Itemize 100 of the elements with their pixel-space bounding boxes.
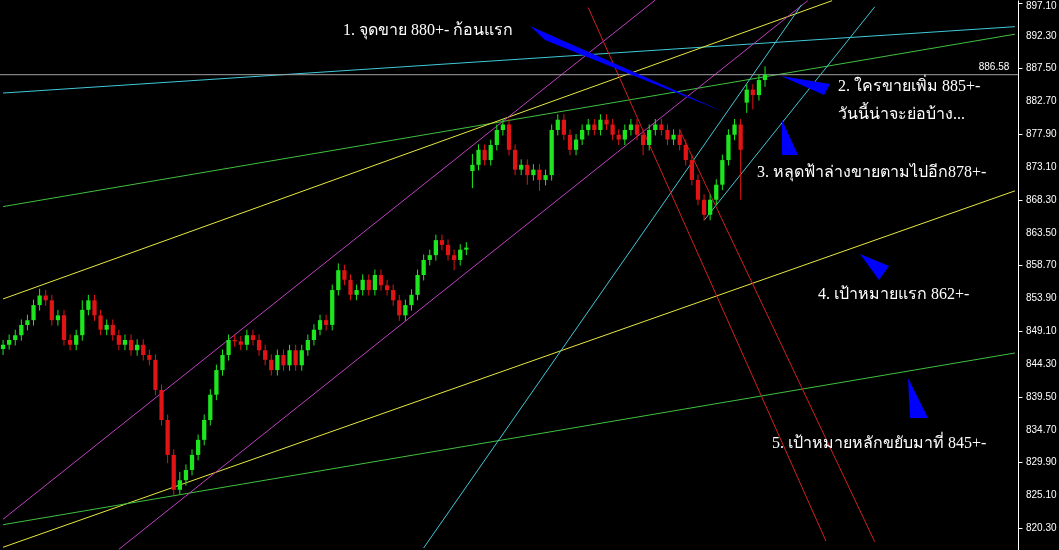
candlestick [384,279,390,297]
ref-line-label: 886.58 [978,60,1010,72]
candlestick [439,234,445,251]
candlestick [226,334,231,362]
y-tick-label: 882.70 [1026,95,1058,107]
candlestick [647,124,652,151]
candlestick [7,334,12,351]
candlestick [409,288,414,312]
candlestick [256,334,262,357]
candlestick [74,329,79,351]
candlestick [183,463,189,487]
candlestick [372,269,378,297]
y-tick-label: 863.50 [1026,226,1058,238]
candlestick [202,414,207,446]
candlestick [98,309,103,336]
candlestick [403,299,408,322]
candlestick [92,294,97,322]
candlestick [299,344,304,372]
candlestick [433,234,438,262]
candlestick [378,269,384,292]
y-tick-label: 829.90 [1026,456,1058,468]
candlestick [714,178,719,206]
candlestick [31,299,36,327]
candlestick [67,334,73,351]
candlestick [610,118,615,141]
candlestick [195,433,201,461]
candlestick [110,318,115,342]
y-tick-label: 877.90 [1026,128,1058,140]
candlestick [55,309,61,327]
candlestick [512,143,518,176]
candlestick [482,143,487,167]
candlestick [476,143,481,171]
candlestick [116,329,121,351]
candlestick [397,294,402,322]
candlestick [323,314,329,331]
y-tick-label: 853.90 [1026,292,1058,304]
candlestick [342,264,347,286]
candlestick [598,113,603,136]
candlestick [177,471,182,495]
annotation: 2. ใครขายเพิ่ม 885+- วันนี้น่าจะย่อบ้าง... [838,74,981,122]
candlestick [348,273,353,301]
candlestick [141,338,146,362]
candlestick [634,118,640,141]
y-tick-label: 858.70 [1026,259,1058,271]
candlestick [287,344,292,372]
y-tick-label: 834.70 [1026,423,1058,435]
annotation: 5. เป้าหมายหลักขยับมาที่ 845+- [772,431,987,451]
y-tick-label: 887.50 [1026,62,1058,74]
y-tick-label: 873.10 [1026,160,1058,172]
candlestick [525,158,530,186]
candlestick [244,329,250,351]
candlestick [311,323,317,346]
annotation: 4. เป้าหมายแรก 862+- [818,285,970,302]
candlestick [122,334,128,351]
candlestick [555,113,560,136]
candlestick [537,163,542,192]
candlestick [573,133,579,156]
candlestick [561,113,566,141]
candlestick [281,349,286,372]
candlestick [640,128,646,156]
candlestick [452,249,457,271]
candlestick [470,153,475,189]
y-tick-label: 849.10 [1026,325,1058,337]
candlestick [622,124,627,146]
candlestick [189,448,195,476]
candlestick [86,294,91,316]
candlestick [445,238,451,262]
candlestick [689,154,695,186]
candlestick [665,124,670,146]
candlestick [19,318,24,342]
annotation: 3. หลุดฟ้าล่างขายตามไปอีก878+- [757,162,987,182]
candlestick [263,344,268,366]
candlestick [708,193,713,221]
candlestick [677,128,682,151]
candlestick [732,118,737,141]
candlestick [220,349,225,377]
candlestick [580,124,585,146]
candlestick [488,139,493,167]
annotation: 1. จุดขาย 880+- ก้อนแรก [343,21,514,40]
candlestick [701,193,707,221]
candlestick [360,273,365,297]
candlestick [37,288,42,312]
y-tick-label: 825.10 [1026,489,1058,501]
candlestick [128,334,134,357]
candlestick [366,273,371,297]
y-tick-label: 868.30 [1026,193,1058,205]
candlestick [250,329,256,346]
y-tick-label: 839.50 [1026,390,1058,402]
candlestick [421,253,426,281]
candlestick [305,334,310,357]
candlestick [317,314,323,336]
y-tick-label: 892.30 [1026,29,1058,41]
candlestick [567,128,573,156]
candlestick [683,139,688,167]
candlestick [415,269,420,301]
candlestick [336,262,341,297]
candlestick [756,74,762,102]
candlestick [391,284,396,307]
y-tick-label: 844.30 [1026,357,1058,369]
candlestick [695,173,701,206]
